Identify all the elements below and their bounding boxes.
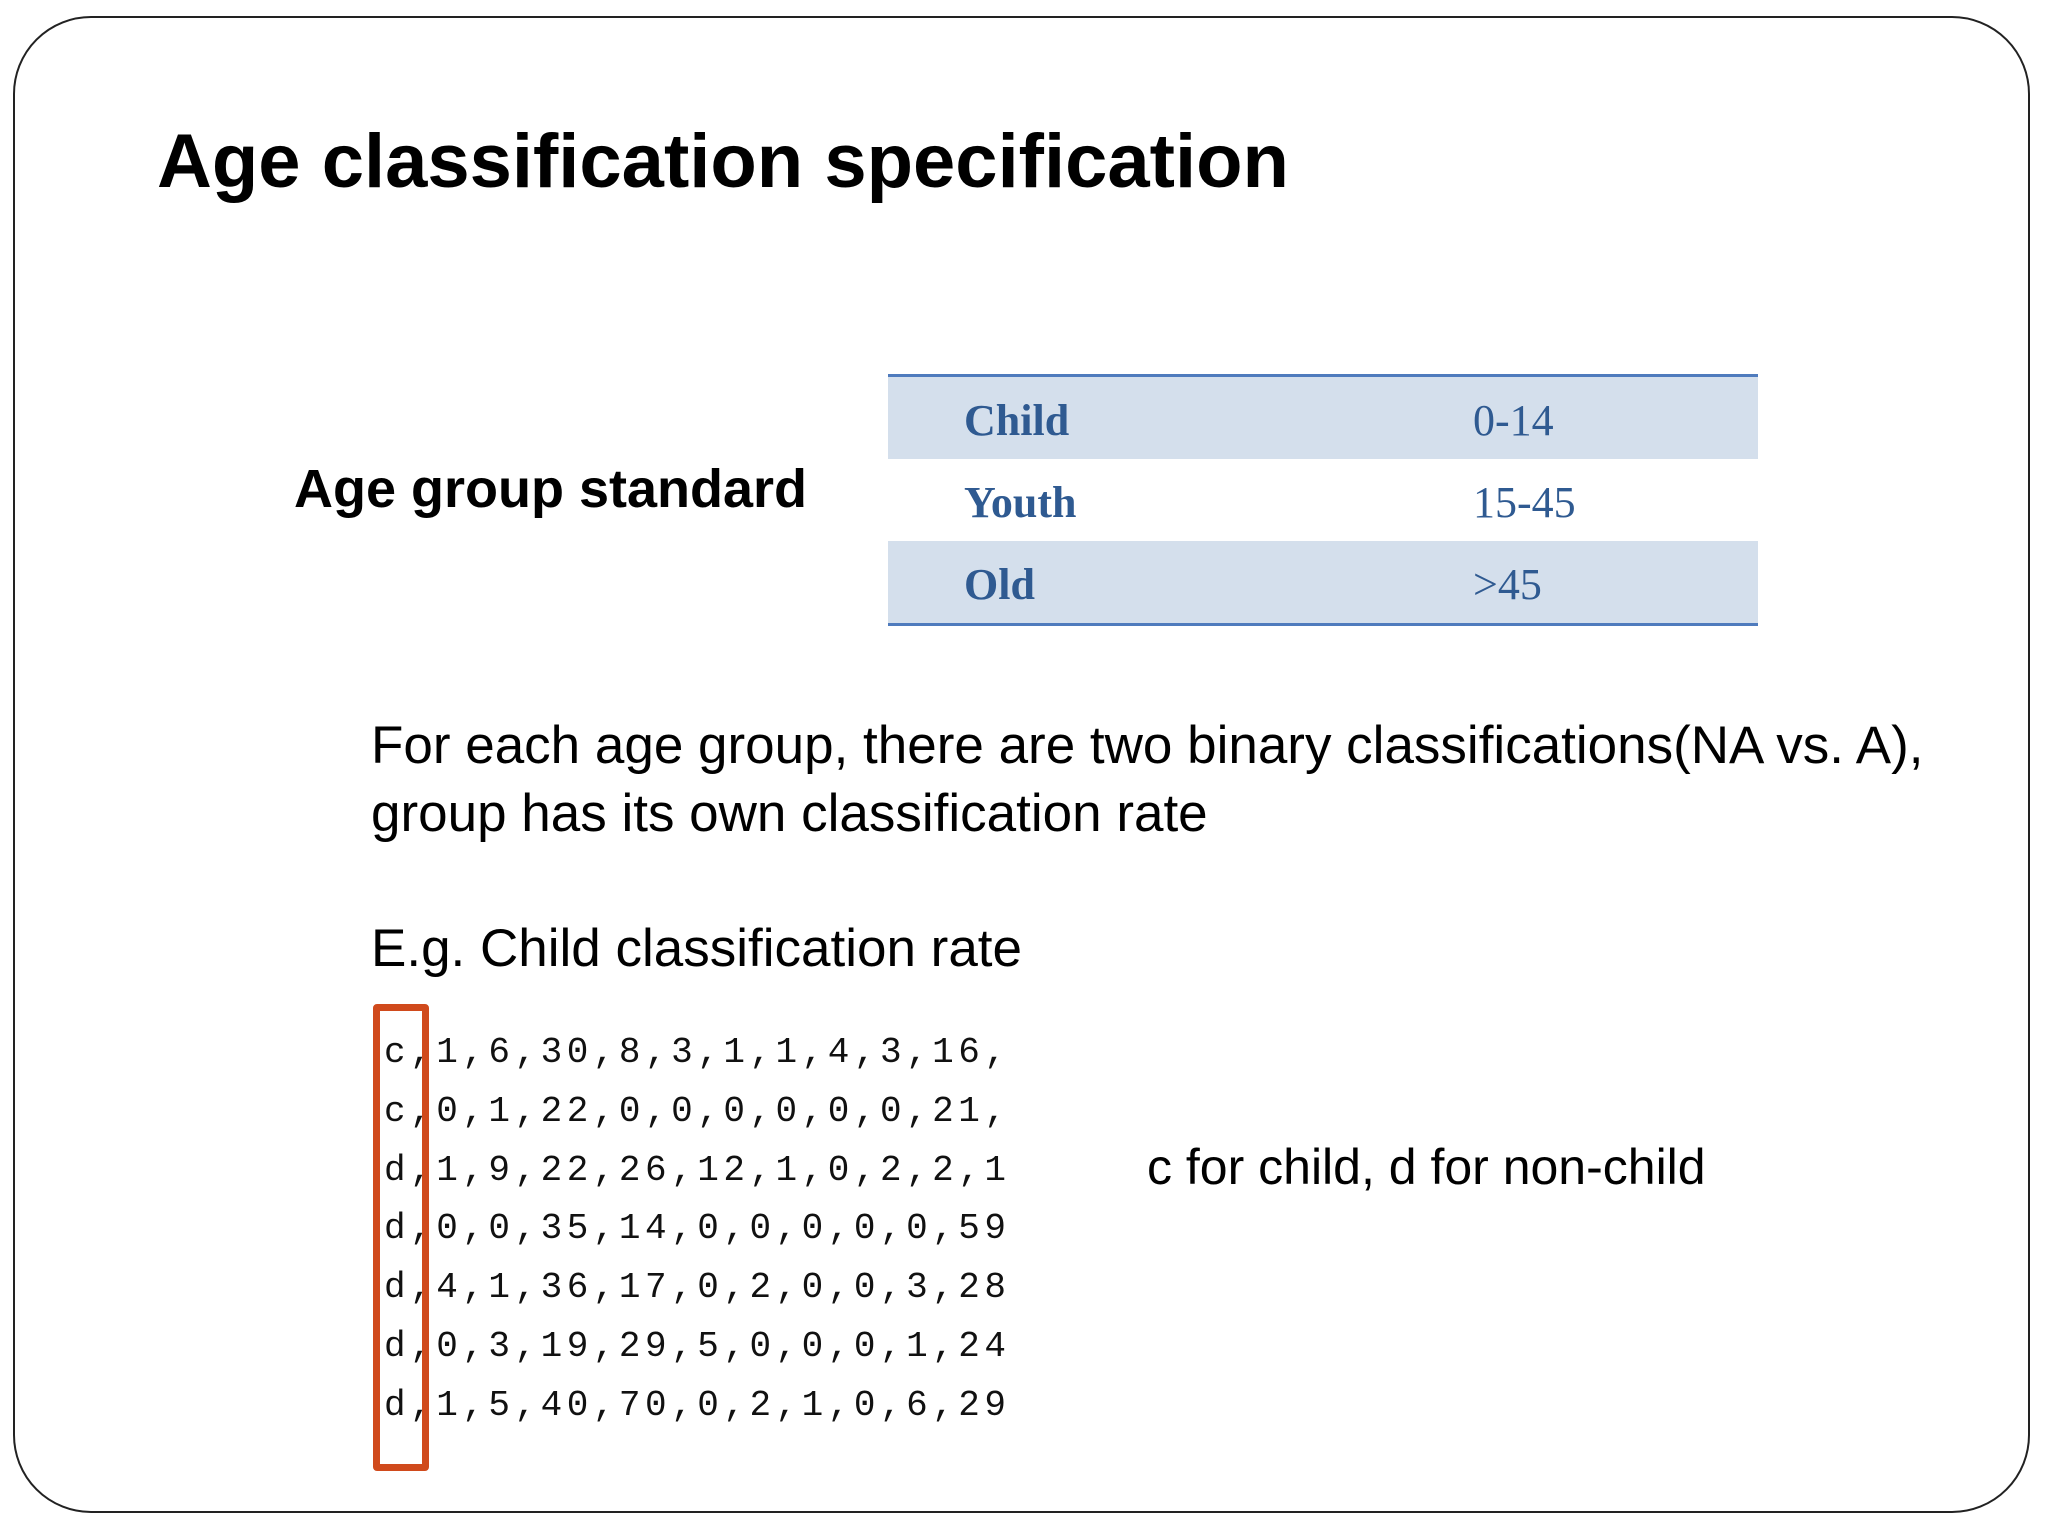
age-group-table: Child 0-14 Youth 15-45 Old >45 bbox=[888, 374, 1758, 626]
data-line: d,0,0,35,14,0,0,0,0,0,59 bbox=[384, 1208, 1011, 1250]
example-heading: E.g. Child classification rate bbox=[371, 919, 1023, 978]
group-range: 15-45 bbox=[1473, 478, 1576, 527]
group-range: >45 bbox=[1473, 560, 1542, 609]
data-sample-image: c,1,6,30,8,3,1,1,4,3,16, c,0,1,22,0,0,0,… bbox=[384, 1024, 1012, 1444]
description-line-2: group has its own classification rate bbox=[371, 784, 1208, 843]
data-line: d,1,9,22,26,12,1,0,2,2,1 bbox=[384, 1149, 1011, 1191]
data-line: d,4,1,36,17,0,2,0,0,3,28 bbox=[384, 1267, 1011, 1309]
group-name: Old bbox=[964, 560, 1035, 609]
label-column-highlight bbox=[373, 1004, 429, 1471]
data-line: d,1,5,40,70,0,2,1,0,6,29 bbox=[384, 1384, 1011, 1426]
table-row-old: Old >45 bbox=[888, 541, 1758, 623]
age-group-label: Age group standard bbox=[294, 459, 808, 519]
data-line: d,0,3,19,29,5,0,0,0,1,24 bbox=[384, 1325, 1011, 1367]
data-line: c,1,6,30,8,3,1,1,4,3,16, bbox=[384, 1032, 1011, 1073]
description-paragraph: For each age group, there are two binary… bbox=[371, 712, 1923, 848]
table-row-youth: Youth 15-45 bbox=[888, 459, 1758, 541]
table-row-child: Child 0-14 bbox=[888, 377, 1758, 459]
group-name: Youth bbox=[964, 478, 1077, 527]
legend-note: c for child, d for non-child bbox=[1147, 1139, 1706, 1195]
description-line-1: For each age group, there are two binary… bbox=[371, 716, 1924, 775]
slide-frame bbox=[13, 16, 2030, 1513]
data-line: c,0,1,22,0,0,0,0,0,0,21, bbox=[384, 1090, 1011, 1132]
group-name: Child bbox=[964, 396, 1070, 445]
slide-title: Age classification specification bbox=[157, 119, 1289, 204]
group-range: 0-14 bbox=[1473, 396, 1554, 445]
